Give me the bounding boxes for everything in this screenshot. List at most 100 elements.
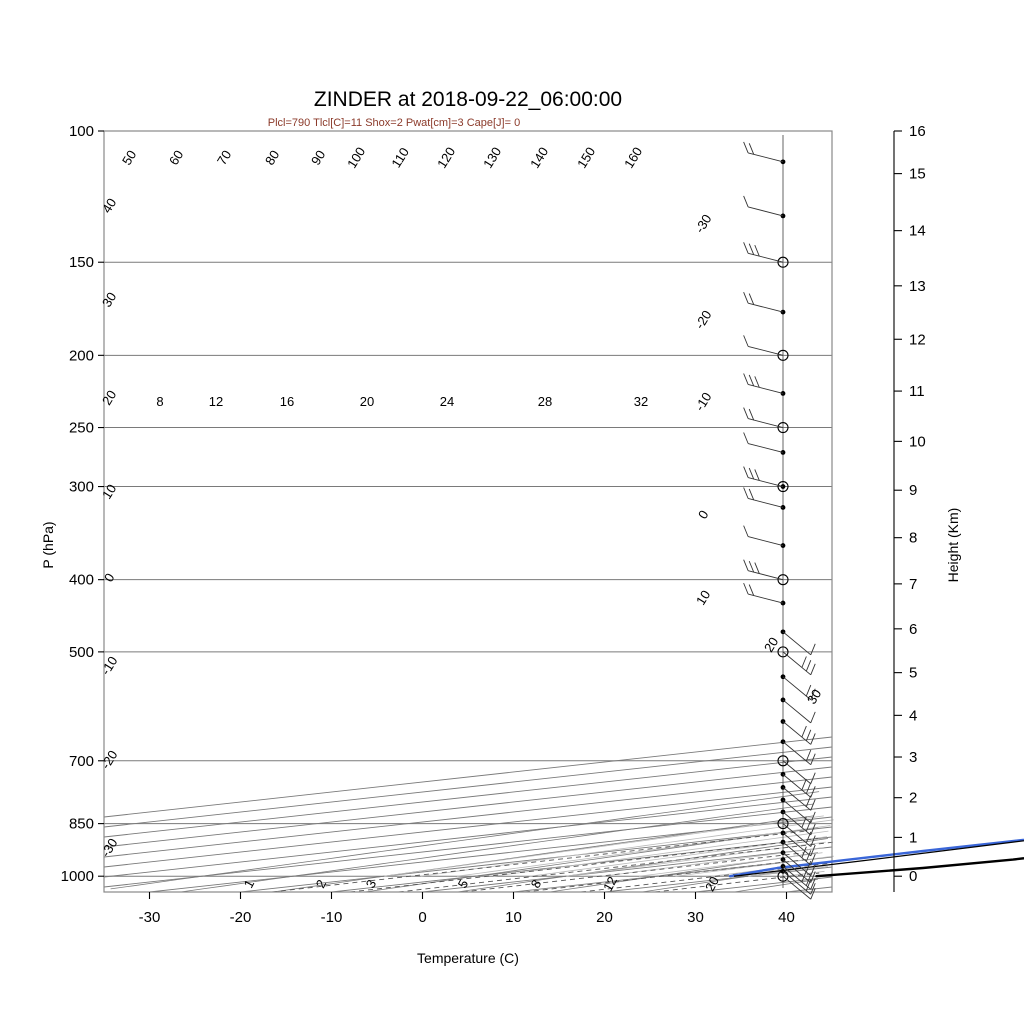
isotherm <box>422 846 833 893</box>
wind-barb-flag <box>810 811 816 824</box>
wind-barb-flag <box>810 733 816 745</box>
mixing-ratio-line <box>398 841 834 893</box>
wind-level-dot <box>780 213 786 219</box>
y2-tick-label: 10 <box>909 433 926 450</box>
wind-barb-staff <box>748 302 784 313</box>
dry-adiabat <box>457 838 828 893</box>
wind-barb-flag <box>810 753 816 765</box>
wind-barb-flag <box>743 407 749 419</box>
wind-barb-flag <box>810 786 816 798</box>
dry-adiabat <box>734 879 818 893</box>
x-tick-label: -20 <box>230 909 252 926</box>
y-tick-label: 1000 <box>61 868 94 885</box>
wind-barb-flag <box>801 656 807 668</box>
wind-barb-flag <box>805 850 812 862</box>
y-tick-label: 850 <box>69 816 94 833</box>
wind-barb-flag <box>810 711 816 724</box>
wind-barb-flag <box>805 831 812 844</box>
y-tick-label: 100 <box>69 123 94 140</box>
wind-barb-flag <box>748 488 755 501</box>
mixing-ratio-layer <box>271 830 834 893</box>
mixing-ratio-line <box>271 830 806 893</box>
y-tick-label: 500 <box>69 644 94 661</box>
wind-barb-flag <box>810 883 816 895</box>
wind-barb-flag <box>801 870 807 883</box>
moist-adiabat <box>420 819 834 877</box>
wind-barb-flag <box>743 373 749 385</box>
wind-barb-flag <box>810 878 816 890</box>
isotherm-label-left: 10 <box>99 482 119 502</box>
wind-barb-flag <box>743 525 749 537</box>
x-tick-label: -30 <box>139 909 161 926</box>
wind-barb-flag <box>743 242 749 254</box>
wind-barb-flag <box>748 143 755 155</box>
wind-barb-staff <box>748 252 784 263</box>
wind-barb-staff <box>748 384 784 394</box>
isotherm <box>604 866 833 893</box>
moist-adiabat <box>602 847 825 877</box>
isotherm <box>786 886 833 893</box>
x-tick-label: 30 <box>687 909 704 926</box>
moist-adiabat <box>384 815 824 877</box>
isotherm <box>103 756 833 838</box>
isotherm-label-right: 20 <box>761 635 781 655</box>
dry-adiabat <box>272 815 814 893</box>
wind-barb-flag <box>810 799 816 811</box>
wind-barb-flag <box>810 887 816 900</box>
y-tick-label: 700 <box>69 753 94 770</box>
dry-adiabat-label: 28 <box>538 394 552 409</box>
wind-barb-staff <box>782 832 812 857</box>
wind-barb-staff <box>782 631 812 656</box>
x-tick-label: 20 <box>596 909 613 926</box>
wind-barb-flag <box>754 244 760 257</box>
wind-barb-flag <box>743 195 749 208</box>
wind-barb-staff <box>782 875 812 900</box>
wind-barb-staff <box>748 570 784 581</box>
y2-tick-label: 5 <box>909 665 917 682</box>
wind-barb-flag <box>810 688 816 700</box>
y2-tick-label: 3 <box>909 749 917 766</box>
wind-barb-flag <box>801 725 807 738</box>
y-axis-title: P (hPa) <box>40 521 56 568</box>
x-tick-label: 40 <box>778 909 795 926</box>
wind-barb-flag <box>810 864 816 876</box>
isotherm <box>103 776 833 858</box>
wind-barb-staff <box>748 152 784 163</box>
wind-barb-staff <box>748 593 784 604</box>
moist-adiabat <box>638 852 823 877</box>
x-tick-label: -10 <box>321 909 343 926</box>
dry-adiabat <box>110 791 820 890</box>
dry-adiabat-label: 24 <box>440 394 454 409</box>
wind-barb-flag <box>748 243 755 255</box>
dry-adiabat-label: 8 <box>156 394 163 409</box>
wind-barb-flag <box>748 467 755 480</box>
wind-barb-column <box>743 135 816 900</box>
y-tick-label: 400 <box>69 572 94 589</box>
plot-border <box>103 130 833 893</box>
isotherm <box>103 766 833 848</box>
theta-e-label: 90 <box>308 148 328 168</box>
moist-adiabat <box>748 866 828 877</box>
wind-barb-flag <box>805 729 812 741</box>
isotherm <box>103 796 833 878</box>
wind-barb-flag <box>743 432 749 444</box>
wind-barb-staff <box>782 699 812 724</box>
wind-barb-staff <box>748 536 784 546</box>
plot-frame <box>103 130 833 893</box>
mixing-ratio-line <box>654 872 820 893</box>
wind-level-circle <box>777 755 789 767</box>
wind-barb-flag <box>801 846 807 858</box>
wind-barb-flag <box>743 559 749 571</box>
y2-tick-label: 1 <box>909 829 917 846</box>
wind-barb-flag <box>805 860 812 873</box>
y2-tick-label: 9 <box>909 482 917 499</box>
moist-adiabat <box>566 841 826 877</box>
y2-tick-label: 7 <box>909 576 917 593</box>
x-axis-title: Temperature (C) <box>417 950 519 966</box>
wind-level-circle <box>777 574 789 586</box>
y2-tick-label: 12 <box>909 331 926 348</box>
wind-barb-flag <box>754 376 760 388</box>
wind-barb-flag <box>748 293 755 305</box>
wind-barb-flag <box>748 584 755 596</box>
